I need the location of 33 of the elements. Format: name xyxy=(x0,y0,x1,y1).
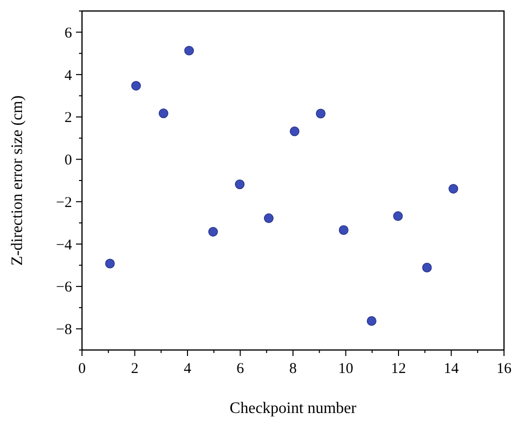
x-tick-label: 14 xyxy=(444,361,460,377)
point xyxy=(264,213,274,224)
x-tick-label: 4 xyxy=(184,361,192,377)
point xyxy=(290,126,300,136)
y-tick-label: −2 xyxy=(56,194,72,211)
point xyxy=(131,80,141,91)
x-axis-title: Checkpoint number xyxy=(230,400,357,417)
point xyxy=(208,226,218,237)
point xyxy=(184,46,194,56)
point xyxy=(105,258,115,268)
x-tick-label: 2 xyxy=(131,361,138,377)
point xyxy=(316,108,326,118)
y-tick-label: −8 xyxy=(56,322,72,338)
point xyxy=(422,262,432,272)
y-tick-label: 4 xyxy=(64,68,72,84)
point xyxy=(393,211,403,221)
point xyxy=(158,108,168,118)
point xyxy=(338,225,348,235)
point xyxy=(448,184,458,194)
point xyxy=(234,180,245,190)
x-tick-label: 8 xyxy=(289,361,297,377)
x-tick-label: 0 xyxy=(78,361,86,377)
x-tick-label: 16 xyxy=(496,361,512,377)
x-tick-label: 6 xyxy=(236,361,244,377)
y-tick-label: −4 xyxy=(56,237,72,254)
y-tick-label: −6 xyxy=(56,280,72,296)
y-axis-title: Z-direction error size (cm) xyxy=(9,95,26,266)
y-tick-label: 0 xyxy=(64,152,72,169)
point xyxy=(366,316,376,326)
y-tick-label: 2 xyxy=(64,110,72,126)
x-tick-label: 12 xyxy=(391,361,406,377)
y-tick-label: 6 xyxy=(64,25,72,42)
x-tick-label: 10 xyxy=(338,361,354,377)
